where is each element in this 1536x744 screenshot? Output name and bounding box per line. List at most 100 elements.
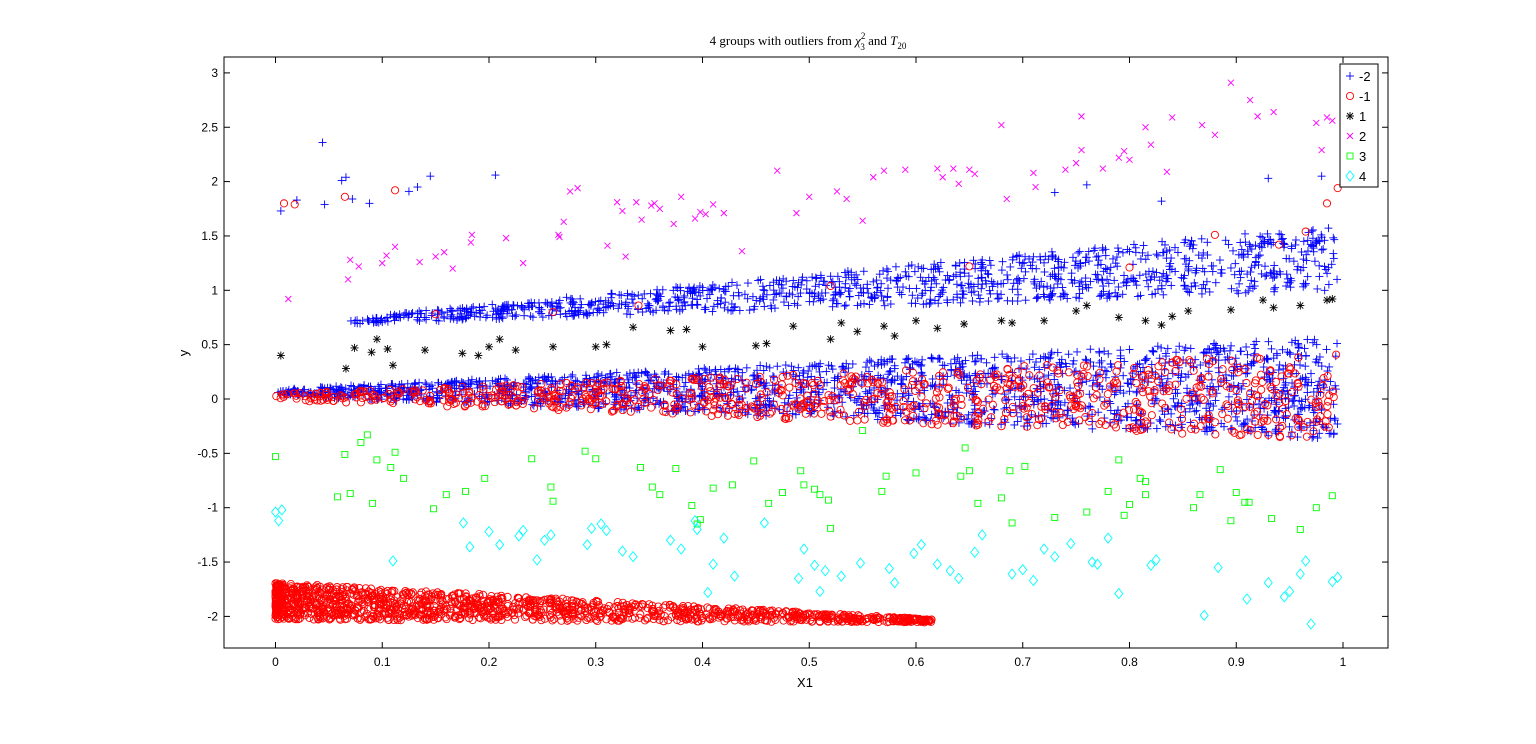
point--2 [595,306,604,315]
point--1 [1091,383,1100,392]
point--2 [1097,356,1106,365]
point--2 [946,359,955,368]
point--2 [879,296,888,305]
point--2 [1286,432,1295,441]
point--1 [1223,414,1232,423]
point--2 [793,301,802,310]
point--2 [1200,427,1209,436]
point--2 [692,300,701,309]
point--2 [1329,233,1338,242]
point--2 [1091,270,1100,279]
point--2 [1000,404,1009,413]
point--2 [719,285,728,294]
point--2 [847,275,856,284]
point--2 [1296,360,1305,369]
point--2 [1329,249,1338,258]
point--2 [401,309,410,318]
point--2 [721,298,730,307]
point--2 [1159,290,1168,299]
point--2 [1036,354,1045,363]
point--2 [1155,415,1164,424]
point--1 [1100,401,1109,410]
point--2 [1301,362,1310,371]
point--2 [1333,275,1342,284]
point--2 [1199,280,1208,289]
point--1 [1223,402,1232,411]
point--2 [1125,247,1134,256]
point--2 [453,314,462,323]
point--2 [1085,390,1094,399]
point--2 [1063,294,1072,303]
point--1 [627,389,636,399]
point--2 [821,281,830,290]
point--2 [1153,285,1162,294]
point--2 [555,304,564,313]
point--2 [769,295,778,304]
point--2 [292,196,301,205]
point--2 [758,292,767,301]
point--2 [509,301,518,310]
point--2 [844,287,853,296]
point--2 [525,303,534,312]
point--2 [1059,292,1068,301]
point--2 [1199,248,1208,257]
point--2 [1306,240,1315,249]
point--2 [520,311,529,320]
point--2 [1133,292,1142,301]
point--2 [1163,344,1172,353]
point--2 [1040,267,1049,276]
point--2 [1263,229,1272,238]
point--2 [1114,247,1123,256]
point--2 [1147,360,1156,369]
point--2 [1302,250,1311,259]
point--2 [1028,258,1037,267]
point--2 [863,280,872,289]
point--2 [1059,263,1068,272]
point--2 [1181,254,1190,263]
point--1 [1147,411,1156,420]
point--2 [760,302,769,311]
point--1 [917,392,926,401]
point--2 [1303,381,1312,390]
point--2 [1118,248,1127,257]
point--1 [1075,416,1084,425]
point--2 [841,301,850,310]
point--2 [1225,355,1234,364]
point--2 [1242,342,1251,351]
point--2 [480,302,489,311]
point--2 [1155,354,1164,363]
point--2 [1244,286,1253,295]
point--1 [510,615,520,624]
point--2 [1309,225,1318,234]
point--2 [661,367,670,376]
point--2 [1264,337,1273,346]
point--1 [1001,396,1010,405]
point--2 [984,297,993,306]
point--2 [1029,252,1038,261]
point--2 [994,294,1003,303]
point--2 [1060,258,1069,267]
point--2 [1257,269,1266,278]
point--2 [1231,354,1240,363]
point--2 [672,372,681,381]
point--2 [930,275,939,284]
point--2 [1021,267,1030,276]
point--2 [1093,261,1102,270]
point--2 [1142,276,1151,285]
point--2 [701,303,710,312]
point--2 [733,387,742,396]
point--2 [628,290,637,299]
point--2 [1060,290,1069,299]
point--2 [1003,275,1012,284]
point--2 [935,354,944,363]
point--2 [1170,243,1179,252]
point--2 [998,257,1007,266]
point--2 [907,299,916,308]
point--2 [765,281,774,290]
point--2 [1256,232,1265,241]
point--2 [1267,269,1276,278]
point--2 [1104,279,1113,288]
point--2 [684,283,693,292]
point--2 [968,296,977,305]
point--2 [1237,347,1246,356]
